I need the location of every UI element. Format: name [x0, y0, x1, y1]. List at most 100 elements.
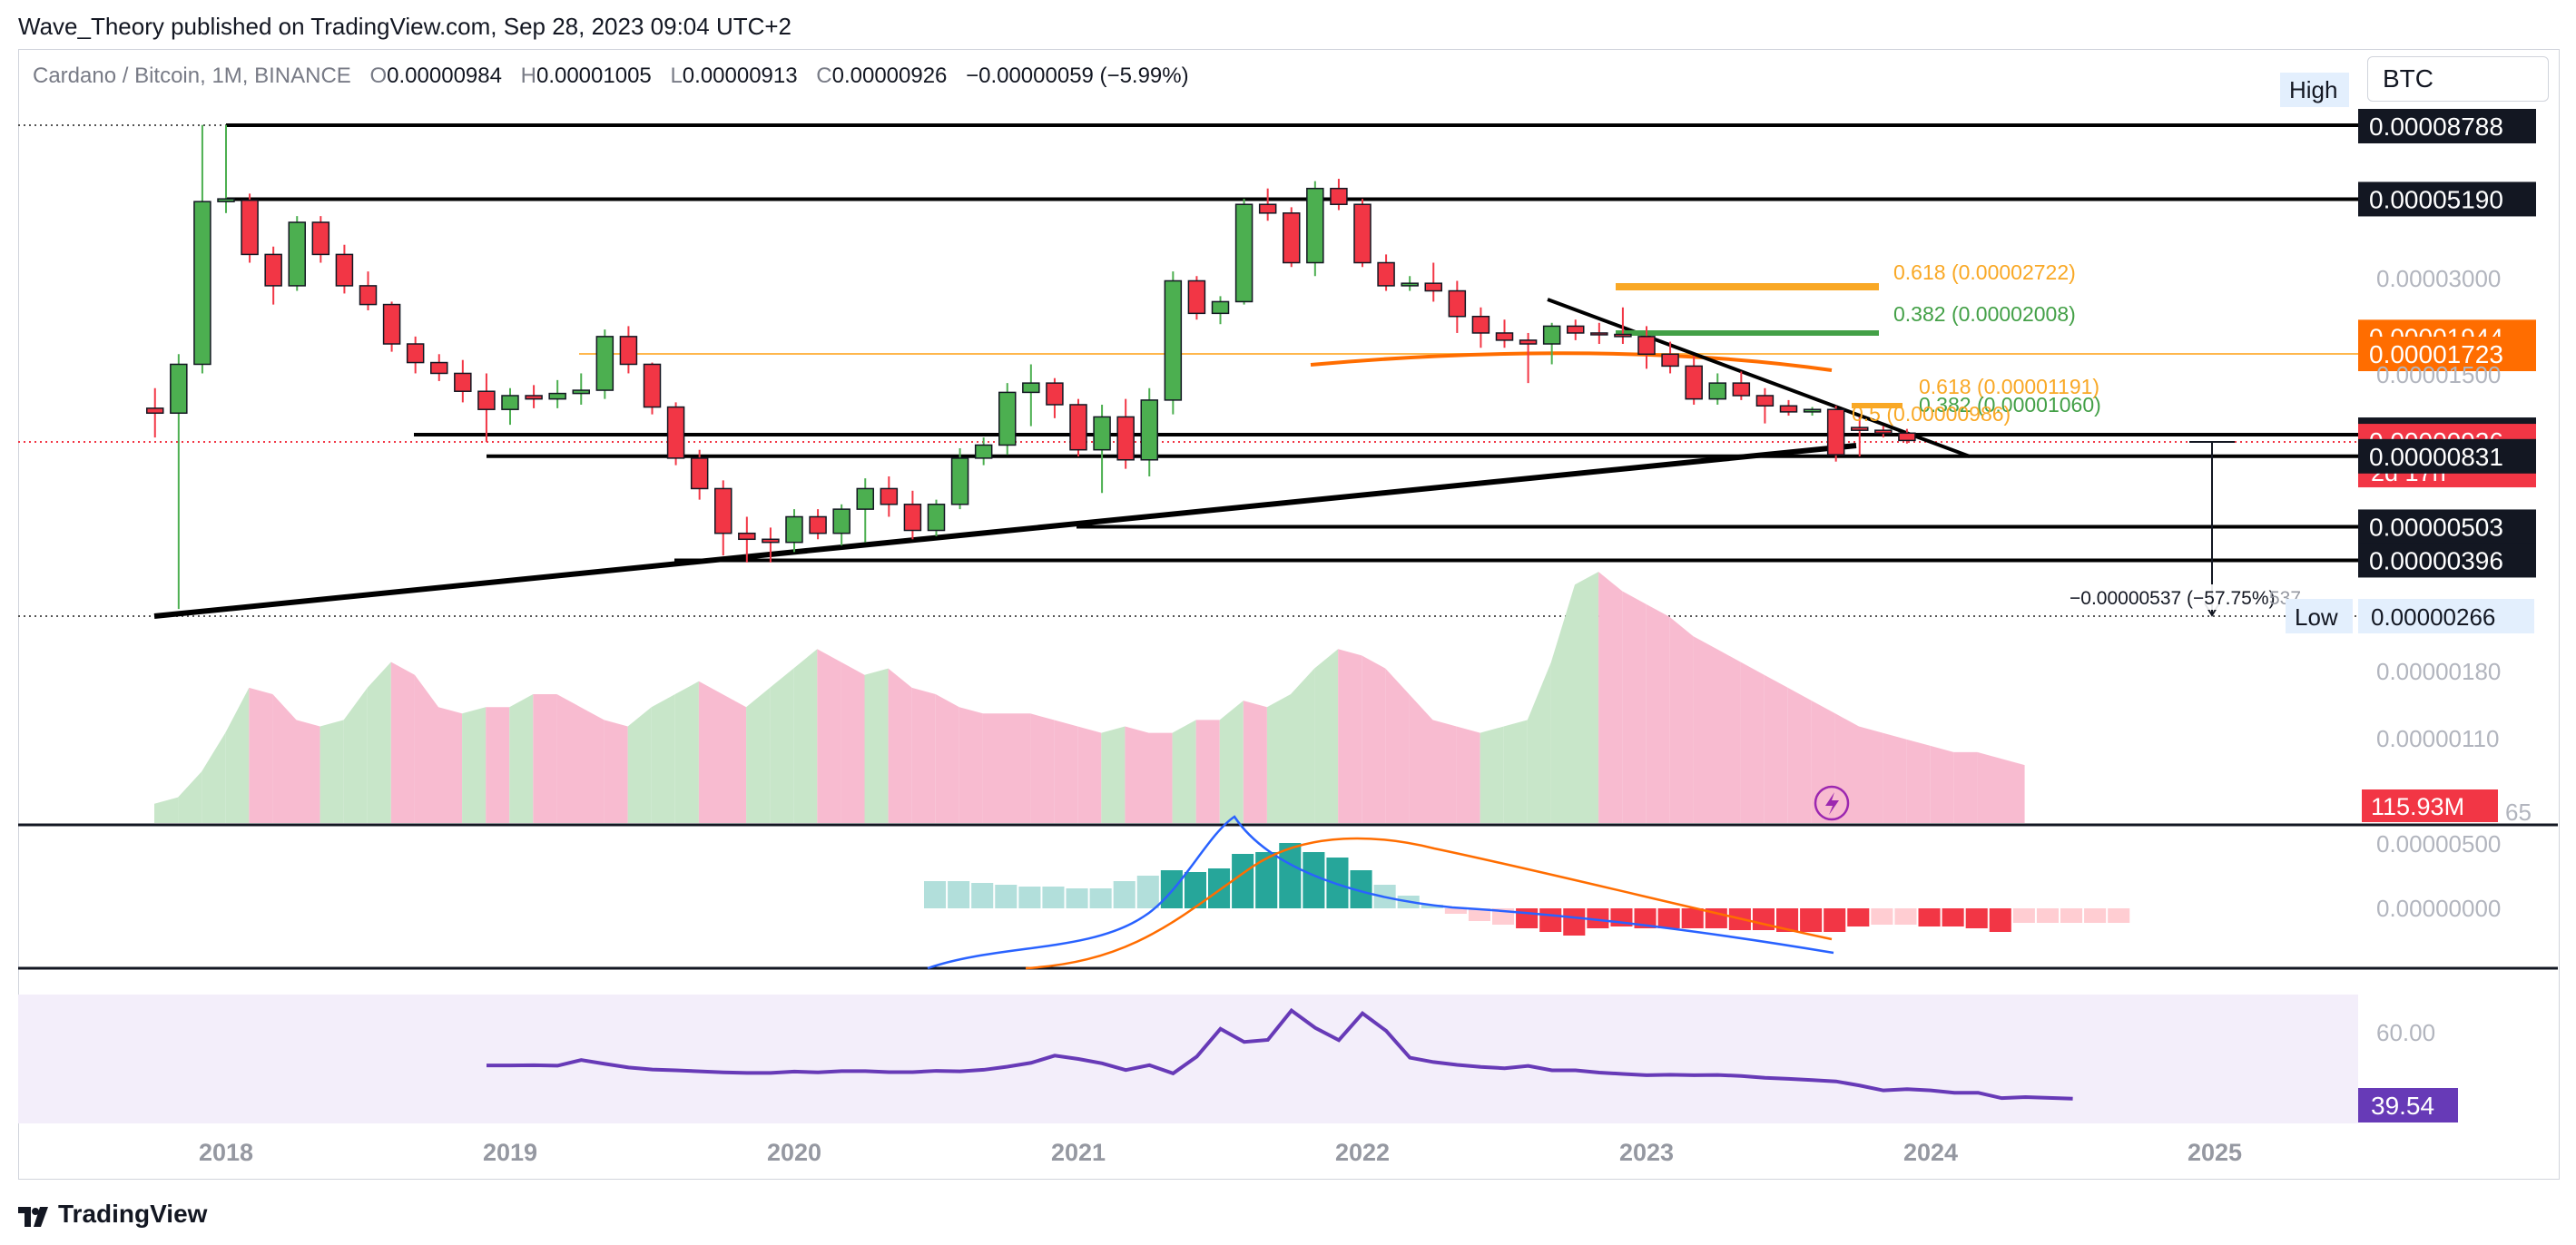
low-label-bg	[2286, 599, 2353, 633]
time-tick-2020: 2020	[767, 1139, 821, 1166]
axis-tick-0: 0.00003000	[2376, 265, 2501, 292]
fib-band-upper-618	[1616, 283, 1879, 290]
low-label: L	[670, 64, 683, 88]
candle-body-42	[1140, 399, 1158, 461]
candle-body-69	[1779, 405, 1798, 413]
candle-body-40	[1093, 416, 1111, 451]
candle-body-74	[1898, 432, 1916, 442]
fib-band-lower	[1852, 403, 1903, 408]
measure-label: −0.00000537 (−57.75%)	[2070, 588, 2276, 609]
currency-button[interactable]: BTC	[2367, 56, 2549, 102]
volume-segment-34	[959, 707, 983, 823]
change-value: −0.00000059 (−5.99%)	[966, 64, 1189, 88]
volume-segment-47	[1266, 694, 1291, 823]
candle-body-68	[1755, 395, 1775, 407]
candle-body-73	[1874, 429, 1893, 435]
candle-body-5	[264, 253, 282, 287]
high-value: 0.00008788	[2369, 113, 2503, 141]
volume-segment-24	[723, 694, 747, 823]
volume-segment-37	[1030, 713, 1055, 823]
fib-label-lower-382: 0.382 (0.00001060)	[1919, 393, 2101, 417]
price-chart[interactable]: 0.000051900.000019440.000017230.00000969…	[0, 0, 2576, 1180]
fib-label-lower-618: 0.618 (0.00001191)	[1919, 375, 2099, 398]
volume-segment-54	[1432, 720, 1457, 823]
macd-tick-0: 0.00000500	[2376, 830, 2501, 858]
candle-body-65	[1685, 365, 1703, 400]
candle-body-51	[1353, 203, 1372, 264]
volume-segment-63	[1646, 603, 1670, 823]
candle-body-32	[903, 504, 922, 532]
candle-body-10	[382, 303, 401, 345]
candle-body-1	[170, 363, 188, 415]
volume-axis-label-bg	[2362, 789, 2498, 822]
macd-signal-line	[1025, 837, 1833, 970]
macd-hist-bar-12	[1208, 868, 1231, 908]
volume-segment-10	[390, 662, 415, 823]
price-label-bg-5	[2358, 438, 2536, 474]
time-tick-2024: 2024	[1903, 1139, 1958, 1166]
candle-body-72	[1851, 426, 1869, 431]
volume-segment-12	[438, 707, 463, 823]
macd-hist-bar-7	[1089, 888, 1112, 908]
macd-hist-bar-10	[1160, 870, 1183, 908]
candle-body-0	[146, 407, 164, 415]
candle-body-64	[1661, 353, 1679, 368]
macd-hist-bar-21	[1421, 905, 1443, 908]
macd-hist-bar-13	[1232, 854, 1254, 908]
high-label: H	[520, 64, 536, 88]
candle-body-21	[643, 363, 662, 408]
ema-curve	[1310, 351, 1833, 372]
candle-body-62	[1614, 333, 1632, 338]
volume-segment-33	[935, 694, 959, 823]
volume-segment-3	[225, 687, 250, 823]
candle-body-28	[809, 515, 827, 534]
time-tick-2023: 2023	[1619, 1139, 1674, 1166]
high-label: High	[2289, 76, 2337, 103]
candle-body-45	[1211, 300, 1230, 315]
lightning-icon[interactable]	[1814, 785, 1850, 821]
rsi-line	[487, 1007, 2073, 1101]
candle-body-63	[1637, 336, 1656, 356]
price-label-bg-2	[2358, 337, 2536, 372]
price-label-7: 0.00000396	[2369, 546, 2503, 574]
volume-segment-56	[1480, 726, 1504, 823]
fib-label-upper-618: 0.618 (0.00002722)	[1893, 260, 2076, 284]
macd-hist-bar-5	[1042, 887, 1065, 908]
time-tick-2025: 2025	[2188, 1139, 2242, 1166]
volume-segment-43	[1172, 720, 1196, 823]
volume-segment-32	[911, 687, 936, 823]
macd-hist-bar-44	[1965, 908, 1988, 928]
volume-segment-59	[1550, 584, 1575, 823]
macd-hist-bar-27	[1563, 908, 1586, 936]
volume-segment-2	[202, 732, 226, 823]
macd-hist-bar-0	[924, 881, 947, 908]
chart-frame	[18, 49, 2560, 1180]
candle-body-33	[927, 504, 946, 532]
symbol-name[interactable]: Cardano / Bitcoin, 1M, BINANCE	[33, 64, 351, 88]
macd-hist-bar-32	[1681, 908, 1704, 928]
volume-segment-68	[1764, 674, 1788, 823]
macd-line	[927, 815, 1834, 970]
volume-segment-65	[1693, 636, 1717, 823]
high-value: 0.00001005	[536, 64, 652, 88]
candle-body-70	[1803, 408, 1822, 413]
macd-layer	[924, 815, 2130, 970]
open-label: O	[369, 64, 388, 88]
volume-segment-18	[580, 707, 605, 823]
candle-body-34	[950, 457, 969, 505]
macd-hist-bar-4	[1018, 887, 1041, 908]
candle-body-9	[359, 285, 378, 306]
volume-segment-71	[1834, 713, 1859, 823]
candle-body-53	[1401, 282, 1419, 287]
volume-segment-78	[2001, 759, 2025, 823]
tradingview-logo[interactable]: TradingView	[18, 1200, 207, 1229]
tradingview-mark-icon	[18, 1204, 49, 1227]
price-label-0: 0.00005190	[2369, 185, 2503, 213]
volume-segment-5	[272, 694, 297, 823]
volume-segment-35	[982, 713, 1007, 823]
candle-body-31	[880, 487, 899, 505]
candle-body-36	[998, 391, 1017, 446]
price-label-bg-0	[2358, 181, 2536, 217]
low-label: Low	[2295, 603, 2338, 631]
axis-layer: 0.000051900.000019440.000017230.00000969…	[199, 181, 2536, 1166]
